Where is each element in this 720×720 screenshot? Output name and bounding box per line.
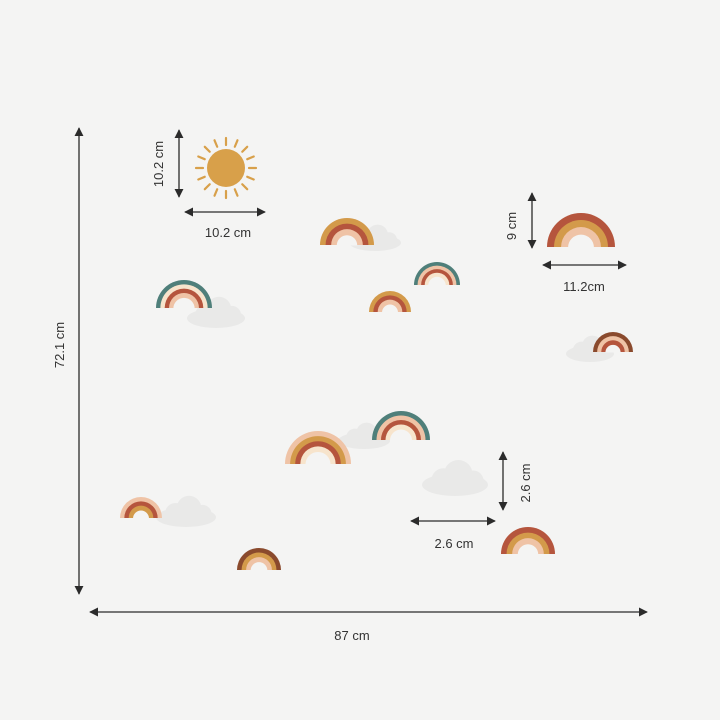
rainbow-group bbox=[120, 213, 633, 571]
overall-width-label: 87 cm bbox=[334, 628, 369, 643]
sun-icon bbox=[194, 136, 258, 200]
overall-height-label: 72.1 cm bbox=[52, 322, 67, 368]
rainbow-icon bbox=[285, 431, 351, 465]
rainbow-icon bbox=[369, 291, 411, 313]
sun-height-dimension: 10.2 cm bbox=[151, 129, 184, 198]
cloud-group bbox=[156, 224, 614, 527]
large-rainbow-height-label: 9 cm bbox=[504, 212, 519, 240]
sun-width-label: 10.2 cm bbox=[205, 225, 251, 240]
sun-width-dimension: 10.2 cm bbox=[184, 207, 266, 240]
overall-width-dimension: 87 cm bbox=[89, 607, 648, 643]
rainbow-icon bbox=[593, 332, 633, 353]
rainbow-icon bbox=[501, 527, 555, 555]
rainbow-icon bbox=[237, 548, 281, 571]
cloud-icon bbox=[156, 495, 216, 527]
large-rainbow-height-dimension: 9 cm bbox=[504, 192, 537, 249]
rainbow-icon bbox=[372, 411, 430, 441]
small-rainbow-width-label: 2.6 cm bbox=[434, 536, 473, 551]
large-rainbow-width-label: 11.2cm bbox=[563, 279, 605, 294]
small-rainbow-height-label: 2.6 cm bbox=[518, 463, 533, 502]
cloud-icon bbox=[187, 296, 245, 328]
sun-height-label: 10.2 cm bbox=[151, 141, 166, 187]
small-rainbow-width-dimension: 2.6 cm bbox=[410, 516, 496, 551]
cloud-icon bbox=[422, 460, 488, 496]
rainbow-icon bbox=[156, 280, 212, 309]
rainbow-icon bbox=[320, 218, 374, 246]
rainbow-icon bbox=[547, 213, 615, 248]
rainbow-icon bbox=[414, 262, 460, 286]
overall-height-dimension: 72.1 cm bbox=[52, 127, 84, 595]
small-rainbow-height-dimension: 2.6 cm bbox=[498, 451, 533, 511]
large-rainbow-width-dimension: 11.2cm bbox=[542, 260, 627, 294]
rainbow-icon bbox=[120, 497, 162, 519]
